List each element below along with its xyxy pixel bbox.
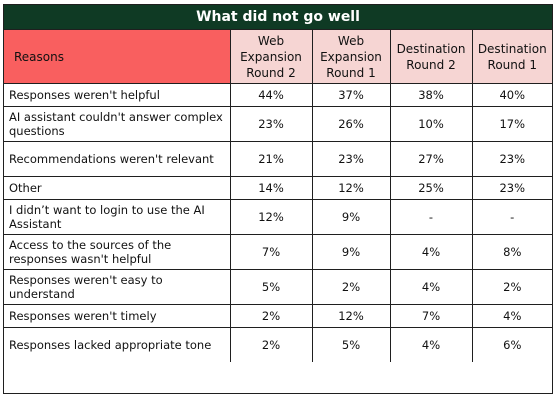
row-reason: Responses lacked appropriate tone [4, 327, 231, 362]
row-value: 44% [229, 83, 313, 107]
column-header-destination-round-2: Destination Round 2 [389, 29, 473, 84]
row-value: 7% [389, 304, 473, 328]
column-header-destination-round-1: Destination Round 1 [471, 29, 552, 84]
row-value: 12% [229, 199, 313, 235]
row-reason: Responses weren't easy to understand [4, 269, 231, 305]
table-row: Responses weren't timely 2% 12% 7% 4% [4, 304, 552, 328]
row-reason: Other [4, 176, 231, 200]
header-row: Reasons Web Expansion Round 2 Web Expans… [4, 29, 552, 84]
table-row: Responses weren't helpful 44% 37% 38% 40% [4, 83, 552, 107]
row-value: 21% [229, 141, 313, 177]
table-frame: What did not go well Reasons Web Expansi… [3, 4, 553, 394]
row-value: 6% [471, 327, 552, 362]
row-value: - [471, 199, 552, 235]
column-header-web-expansion-round-2: Web Expansion Round 2 [229, 29, 313, 84]
row-value: 40% [471, 83, 552, 107]
row-value: 10% [389, 106, 473, 142]
row-value: 2% [229, 327, 313, 362]
row-value: 23% [229, 106, 313, 142]
row-value: 38% [389, 83, 473, 107]
table-row: I didn’t want to login to use the AI Ass… [4, 199, 552, 235]
row-reason: I didn’t want to login to use the AI Ass… [4, 199, 231, 235]
table-body: Responses weren't helpful 44% 37% 38% 40% AI … [4, 83, 552, 362]
row-value: - [389, 199, 473, 235]
row-value: 4% [389, 269, 473, 305]
row-value: 4% [471, 304, 552, 328]
column-header-reasons: Reasons [4, 29, 231, 84]
row-value: 7% [229, 234, 313, 270]
row-value: 2% [311, 269, 391, 305]
table-row: AI assistant couldn't answer complex que… [4, 106, 552, 142]
row-reason: AI assistant couldn't answer complex que… [4, 106, 231, 142]
row-reason: Recommendations weren't relevant [4, 141, 231, 177]
row-value: 23% [311, 141, 391, 177]
table-row: Responses weren't easy to understand 5% 2%… [4, 269, 552, 305]
row-value: 2% [229, 304, 313, 328]
table-row: Responses lacked appropriate tone 2% 5% 4% 6… [4, 327, 552, 362]
row-value: 5% [229, 269, 313, 305]
row-value: 4% [389, 234, 473, 270]
row-value: 9% [311, 234, 391, 270]
table-row: Access to the sources of the responses w… [4, 234, 552, 270]
row-value: 8% [471, 234, 552, 270]
row-value: 12% [311, 304, 391, 328]
row-value: 23% [471, 141, 552, 177]
row-value: 2% [471, 269, 552, 305]
results-table: Reasons Web Expansion Round 2 Web Expans… [4, 29, 552, 362]
row-value: 23% [471, 176, 552, 200]
row-reason: Access to the sources of the responses w… [4, 234, 231, 270]
row-value: 14% [229, 176, 313, 200]
table-row: Recommendations weren't relevant 21% 23% 27… [4, 141, 552, 177]
row-value: 17% [471, 106, 552, 142]
row-value: 27% [389, 141, 473, 177]
row-value: 26% [311, 106, 391, 142]
column-header-web-expansion-round-1: Web Expansion Round 1 [311, 29, 391, 84]
row-value: 25% [389, 176, 473, 200]
table-title: What did not go well [4, 5, 552, 29]
row-value: 9% [311, 199, 391, 235]
row-value: 12% [311, 176, 391, 200]
row-value: 4% [389, 327, 473, 362]
row-reason: Responses weren't helpful [4, 83, 231, 107]
row-reason: Responses weren't timely [4, 304, 231, 328]
row-value: 37% [311, 83, 391, 107]
row-value: 5% [311, 327, 391, 362]
table-row: Other 14% 12% 25% 23% [4, 176, 552, 200]
